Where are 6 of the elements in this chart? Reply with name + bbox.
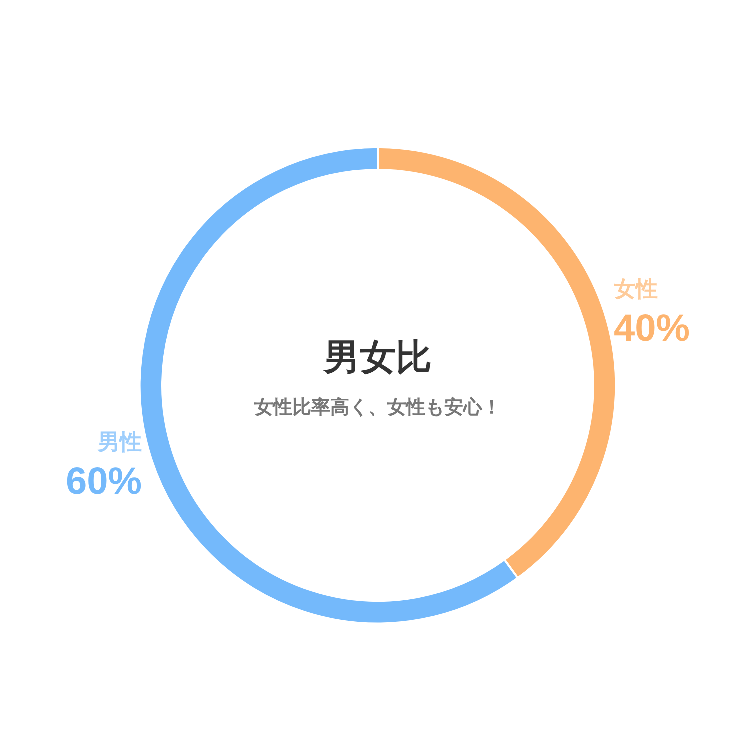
data-label: 40%: [614, 308, 690, 350]
text: 女性比率高く、女性も安心！: [254, 396, 502, 418]
slice-label: 女性: [612, 277, 658, 302]
data-label: 60%: [66, 461, 142, 504]
slice-label: 男性: [97, 430, 142, 456]
text: 男女比: [323, 338, 432, 378]
